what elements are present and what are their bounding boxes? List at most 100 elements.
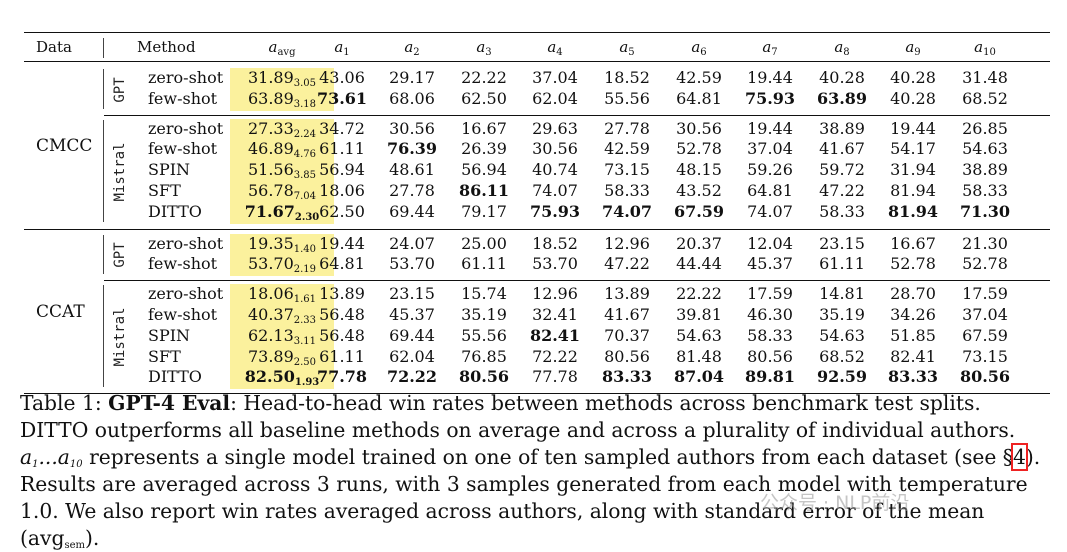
header-avg: aavg bbox=[268, 38, 296, 58]
win-rate-cell: 25.00 bbox=[461, 233, 507, 253]
win-rate-cell: 63.89 bbox=[816, 88, 868, 108]
win-rate-cell: 61.11 bbox=[819, 254, 865, 274]
model-label-gpt: GPT bbox=[111, 242, 128, 269]
table-caption: Table 1: GPT-4 Eval: Head-to-head win ra… bbox=[20, 390, 1055, 552]
win-rate-cell: 41.67 bbox=[604, 305, 650, 324]
win-rate-cell: 37.04 bbox=[962, 305, 1008, 324]
win-rate-cell: 26.85 bbox=[962, 118, 1008, 138]
avg-value: 27.332.24 bbox=[247, 118, 317, 140]
table-top-rule bbox=[24, 32, 1050, 34]
group-rule bbox=[104, 280, 1050, 281]
header-author-10: a10 bbox=[974, 38, 996, 58]
section-ref-link[interactable]: 4 bbox=[1010, 443, 1028, 471]
win-rate-cell: 75.93 bbox=[744, 88, 796, 108]
win-rate-cell: 64.81 bbox=[319, 254, 365, 274]
win-rate-cell: 26.39 bbox=[461, 139, 507, 159]
win-rate-cell: 12.96 bbox=[604, 233, 650, 253]
win-rate-cell: 56.94 bbox=[319, 160, 365, 180]
win-rate-cell: 53.70 bbox=[389, 254, 435, 274]
win-rate-cell: 55.56 bbox=[604, 88, 650, 108]
win-rate-cell: 74.07 bbox=[532, 181, 578, 200]
win-rate-cell: 42.59 bbox=[676, 68, 722, 87]
win-rate-cell: 18.52 bbox=[604, 68, 650, 87]
caption-text-2: represents a single model trained on one… bbox=[82, 445, 1013, 469]
avg-value: 18.061.61 bbox=[247, 284, 317, 306]
win-rate-cell: 12.96 bbox=[532, 284, 578, 304]
win-rate-cell: 56.48 bbox=[319, 305, 365, 324]
method-label: zero-shot bbox=[148, 68, 224, 87]
win-rate-cell: 80.56 bbox=[604, 346, 650, 366]
model-label-gpt: GPT bbox=[111, 77, 128, 103]
win-rate-cell: 29.17 bbox=[389, 68, 435, 87]
win-rate-cell: 74.07 bbox=[747, 201, 793, 221]
win-rate-cell: 82.41 bbox=[529, 325, 581, 345]
win-rate-cell: 14.81 bbox=[819, 284, 865, 304]
header-author-3: a3 bbox=[476, 38, 492, 58]
win-rate-cell: 21.30 bbox=[962, 233, 1008, 253]
win-rate-cell: 30.56 bbox=[389, 118, 435, 138]
win-rate-cell: 58.33 bbox=[962, 181, 1008, 200]
win-rate-cell: 17.59 bbox=[962, 284, 1008, 304]
win-rate-cell: 83.33 bbox=[601, 367, 653, 387]
win-rate-cell: 22.22 bbox=[461, 68, 507, 87]
caption-title: GPT-4 Eval bbox=[108, 391, 231, 415]
header-author-1: a1 bbox=[334, 38, 350, 58]
method-label: few-shot bbox=[148, 88, 218, 108]
win-rate-cell: 35.19 bbox=[819, 305, 865, 324]
win-rate-cell: 83.33 bbox=[887, 367, 939, 387]
method-label: zero-shot bbox=[148, 118, 224, 138]
win-rate-cell: 29.63 bbox=[532, 118, 578, 138]
win-rate-cell: 76.39 bbox=[386, 139, 438, 159]
win-rate-cell: 69.44 bbox=[389, 201, 435, 221]
model-separator bbox=[103, 69, 104, 109]
win-rate-cell: 77.78 bbox=[316, 367, 368, 387]
win-rate-cell: 41.67 bbox=[819, 139, 865, 159]
caption-text-4: ). bbox=[85, 526, 100, 550]
win-rate-cell: 45.37 bbox=[389, 305, 435, 324]
win-rate-cell: 61.11 bbox=[461, 254, 507, 274]
method-label: zero-shot bbox=[148, 284, 224, 304]
win-rate-cell: 87.04 bbox=[673, 367, 725, 387]
header-separator bbox=[103, 38, 104, 58]
win-rate-cell: 19.44 bbox=[890, 118, 936, 138]
win-rate-cell: 77.78 bbox=[532, 367, 578, 387]
win-rate-cell: 59.26 bbox=[747, 160, 793, 180]
win-rate-cell: 19.44 bbox=[319, 233, 365, 253]
avg-value: 56.787.04 bbox=[247, 181, 317, 202]
win-rate-cell: 40.28 bbox=[890, 68, 936, 87]
win-rate-cell: 52.78 bbox=[962, 254, 1008, 274]
win-rate-cell: 89.81 bbox=[744, 367, 796, 387]
model-separator bbox=[103, 119, 104, 222]
win-rate-cell: 31.94 bbox=[890, 160, 936, 180]
avg-value: 51.563.85 bbox=[247, 160, 317, 182]
win-rate-cell: 47.22 bbox=[604, 254, 650, 274]
win-rate-cell: 19.44 bbox=[747, 118, 793, 138]
method-label: SPIN bbox=[148, 325, 191, 345]
win-rate-cell: 22.22 bbox=[676, 284, 722, 304]
method-label: few-shot bbox=[148, 254, 218, 274]
win-rate-cell: 92.59 bbox=[816, 367, 868, 387]
win-rate-cell: 54.63 bbox=[676, 325, 722, 345]
method-label: SPIN bbox=[148, 160, 191, 180]
win-rate-cell: 80.56 bbox=[747, 346, 793, 366]
caption-text-3: ). Results are averaged across 3 runs, w… bbox=[20, 445, 1041, 550]
win-rate-cell: 30.56 bbox=[532, 139, 578, 159]
win-rate-cell: 67.59 bbox=[673, 201, 725, 221]
win-rate-cell: 58.33 bbox=[604, 181, 650, 200]
avg-value: 31.893.05 bbox=[247, 68, 317, 89]
avg-value: 63.893.18 bbox=[247, 88, 317, 110]
avg-value: 46.894.76 bbox=[247, 139, 317, 161]
win-rate-cell: 76.85 bbox=[461, 346, 507, 366]
win-rate-cell: 80.56 bbox=[959, 367, 1011, 387]
win-rate-cell: 86.11 bbox=[458, 181, 510, 200]
header-bottom-rule bbox=[24, 61, 1050, 62]
method-label: DITTO bbox=[148, 201, 202, 221]
avg-value: 73.892.50 bbox=[247, 346, 317, 368]
header-data: Data bbox=[36, 38, 72, 56]
win-rate-cell: 82.41 bbox=[890, 346, 936, 366]
avg-highlight bbox=[230, 68, 334, 111]
win-rate-cell: 17.59 bbox=[747, 284, 793, 304]
win-rate-cell: 64.81 bbox=[747, 181, 793, 200]
win-rate-cell: 28.70 bbox=[890, 284, 936, 304]
win-rate-cell: 18.06 bbox=[319, 181, 365, 200]
